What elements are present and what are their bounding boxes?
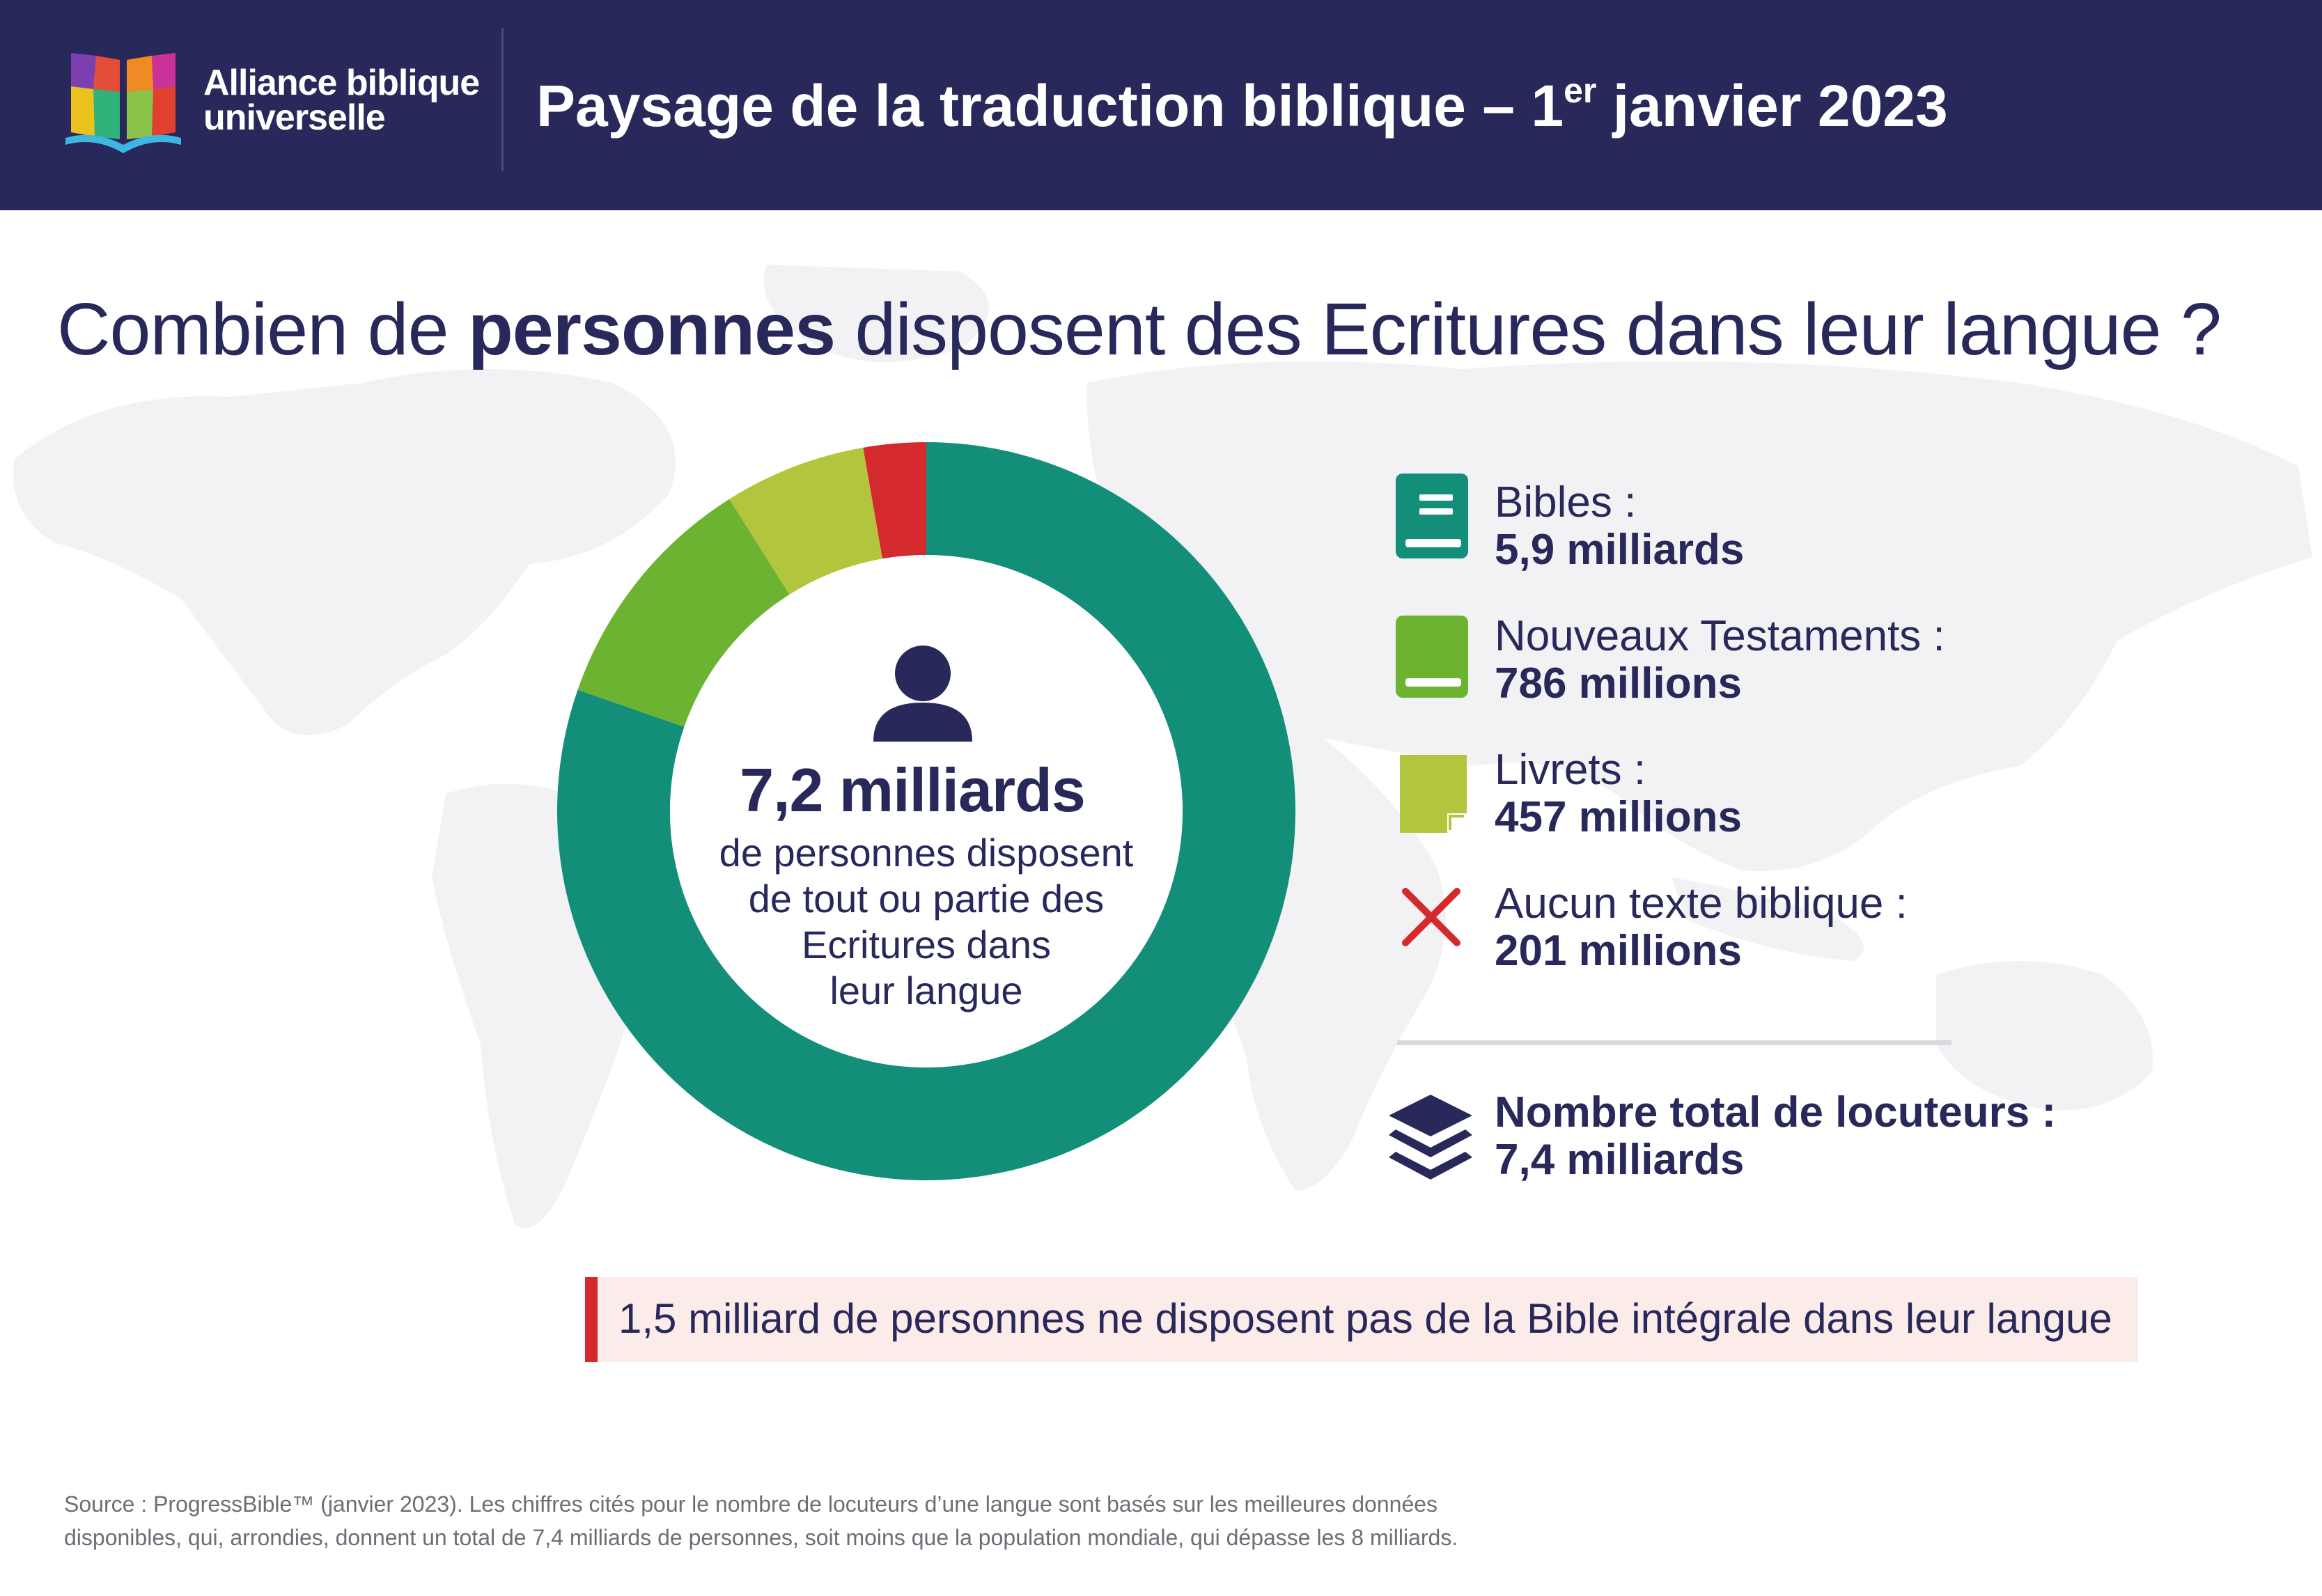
cross-icon (1402, 888, 1460, 946)
alliance-biblique-logo (65, 53, 181, 153)
world-map-background (13, 265, 2312, 1228)
caption-line: Ecritures dans (802, 923, 1051, 967)
logo-text-line2: universelle (203, 97, 386, 138)
title-superscript: er (1564, 71, 1597, 110)
legend-label-none: Aucun texte biblique : (1495, 879, 1908, 928)
caption-line: leur langue (829, 969, 1023, 1012)
title-date: janvier 2023 (1596, 73, 1948, 139)
booklet-icon (1400, 755, 1467, 833)
question-text-start: Combien de (57, 288, 469, 370)
header-divider (501, 28, 504, 171)
donut-slice-bibles (557, 442, 1295, 1180)
callout-box: 1,5 milliard de personnes ne disposent p… (585, 1277, 2138, 1362)
question-text-end: disposent des Ecritures dans leur langue… (835, 288, 2222, 370)
bible-book-icon (1396, 474, 1468, 558)
logo-text-line1: Alliance biblique (203, 63, 480, 103)
legend-label-livrets: Livrets : (1495, 746, 1646, 794)
person-icon (873, 646, 972, 742)
legend-value-bibles: 5,9 milliards (1495, 526, 1745, 574)
legend-value-nt: 786 millions (1495, 659, 1742, 707)
donut-slice-livrets (729, 447, 883, 595)
page-title: Paysage de la traduction biblique – 1er … (536, 72, 1948, 139)
legend-label-nt: Nouveaux Testaments : (1495, 612, 1945, 660)
book-icon (1396, 616, 1468, 698)
callout-accent-bar (585, 1277, 598, 1362)
legend-value-livrets: 457 millions (1495, 793, 1742, 841)
total-speakers-label: Nombre total de locuteurs : (1495, 1088, 2057, 1136)
donut-chart (557, 442, 1295, 1180)
caption-line: de tout ou partie des (748, 877, 1105, 921)
caption-line: de personnes disposent (719, 831, 1134, 875)
source-note: Source : ProgressBible™ (janvier 2023). … (64, 1487, 1736, 1554)
question-heading: Combien de personnes disposent des Ecrit… (57, 284, 2222, 375)
header: Alliance biblique universelle Paysage de… (0, 0, 2322, 210)
donut-slice-aucun-texte-biblique (863, 442, 926, 559)
source-line: Source : ProgressBible™ (janvier 2023). … (64, 1492, 1438, 1517)
legend-label-bibles: Bibles : (1495, 478, 1637, 526)
legend-value-none: 201 millions (1495, 927, 1742, 975)
question-text-bold: personnes (468, 288, 836, 370)
legend-divider (1397, 1040, 1951, 1045)
donut-center-caption: de personnes disposent de tout ou partie… (696, 830, 1156, 1014)
donut-center-value: 7,2 milliards (740, 756, 1086, 824)
title-main: Paysage de la traduction biblique – 1 (536, 73, 1564, 139)
logo-text: Alliance biblique universelle (203, 63, 480, 138)
donut-hole (670, 555, 1183, 1067)
donut-slice-nouveaux-testaments (577, 499, 790, 727)
callout-text: 1,5 milliard de personnes ne disposent p… (618, 1295, 2112, 1342)
layers-icon (1389, 1095, 1472, 1180)
total-speakers-value: 7,4 milliards (1495, 1136, 1745, 1184)
source-line: disponibles, qui, arrondies, donnent un … (64, 1525, 1458, 1550)
